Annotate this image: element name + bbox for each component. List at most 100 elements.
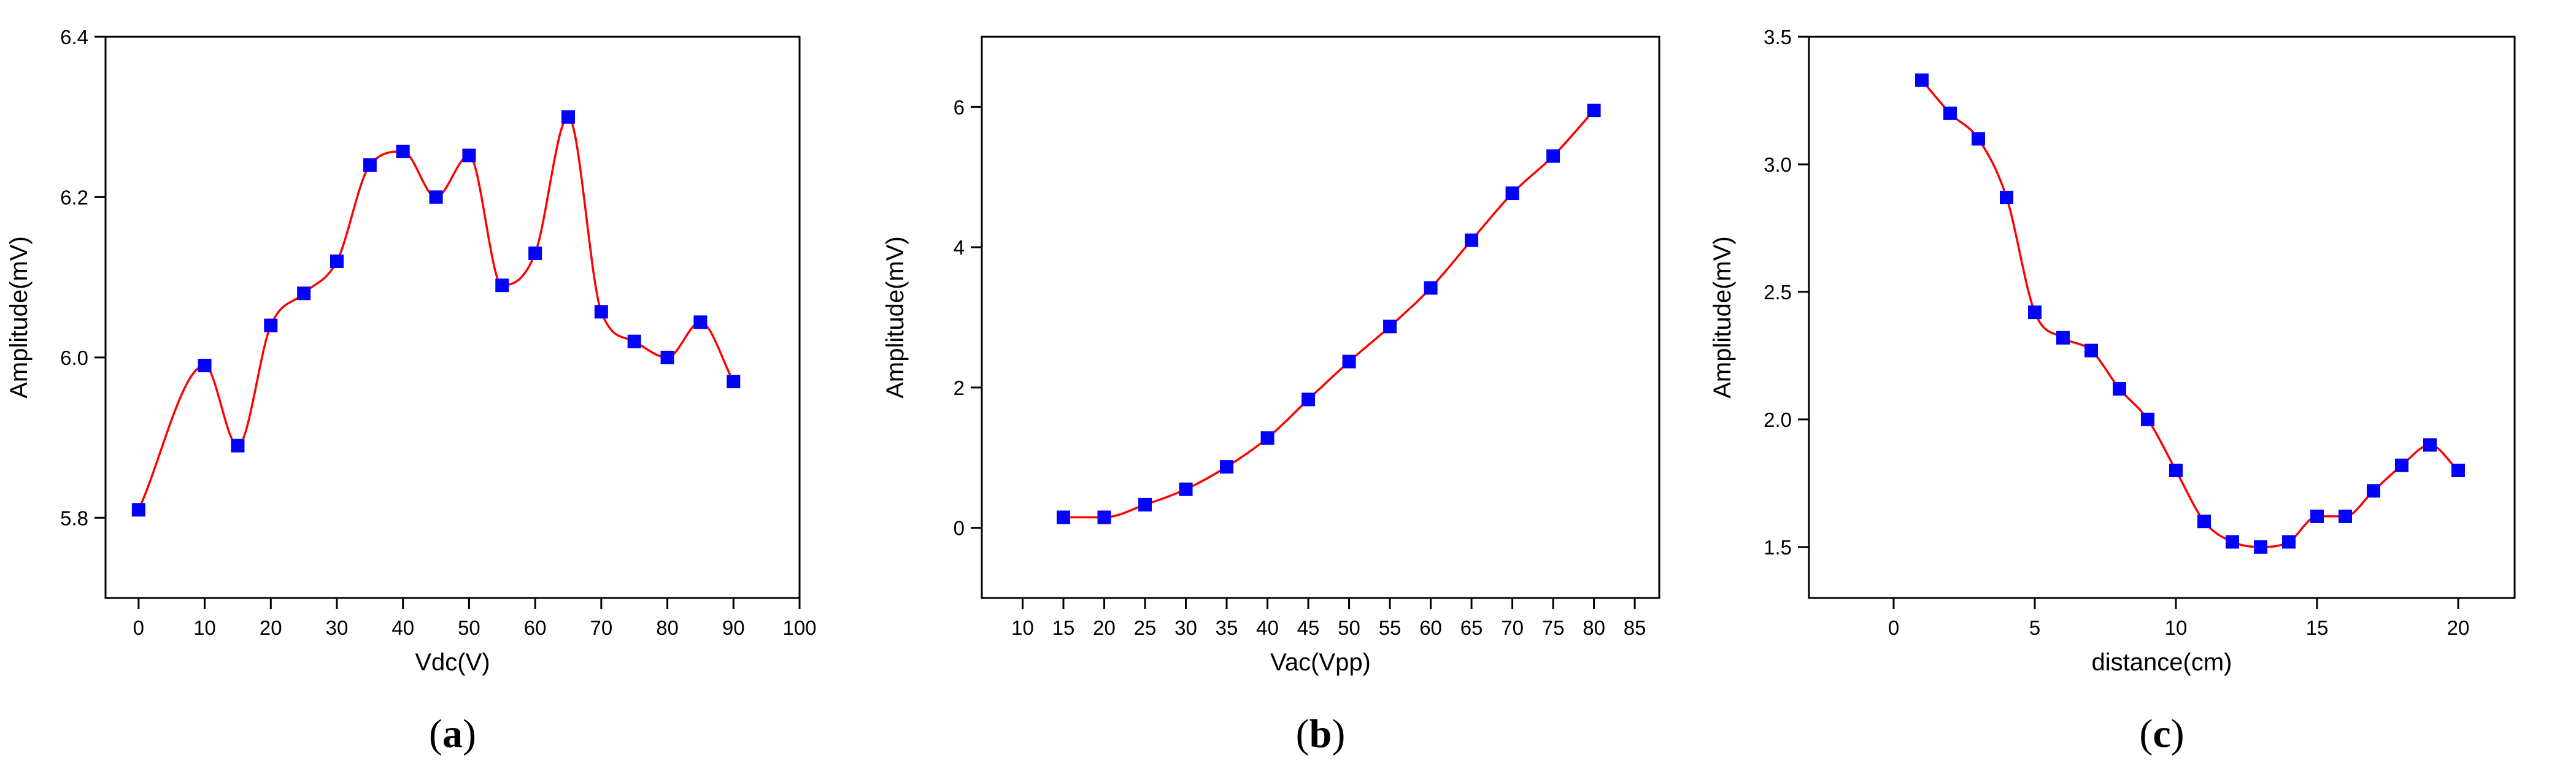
y-tick-label: 3.0 — [1764, 153, 1792, 176]
x-tick-label: 70 — [590, 616, 612, 639]
data-point — [1097, 510, 1111, 524]
data-point — [2310, 509, 2324, 523]
x-tick-label: 5 — [2029, 616, 2040, 639]
data-point — [1587, 104, 1601, 118]
y-tick-label: 6.4 — [60, 26, 88, 48]
panel-label: (a) — [429, 711, 476, 756]
data-point — [2028, 305, 2042, 320]
y-tick-label: 0 — [954, 517, 965, 540]
data-point — [1915, 73, 1929, 87]
data-point — [231, 439, 245, 453]
x-tick-label: 20 — [260, 616, 282, 639]
data-point — [1342, 354, 1356, 369]
data-point — [594, 305, 608, 319]
y-axis-title: Amplitude(mV) — [6, 236, 33, 399]
panel-label-close-paren: ) — [463, 711, 476, 756]
x-tick-label: 60 — [1419, 616, 1442, 639]
data-point — [1943, 106, 1957, 120]
data-point — [330, 255, 344, 268]
chart-panel-c: 0 5 10 15 20 1.5 2.0 2.5 3.0 3.5 distance(cm) Ampli… — [1709, 26, 2516, 756]
x-tick-label: 55 — [1379, 616, 1402, 639]
data-point — [1220, 460, 1234, 474]
data-point — [2113, 381, 2126, 396]
x-tick-label: 50 — [1338, 616, 1360, 639]
x-axis-title: distance(cm) — [2092, 649, 2232, 676]
y-tick-label: 6.2 — [60, 186, 88, 209]
panel-label-letter: c — [2153, 711, 2170, 756]
x-tick-label: 0 — [1888, 616, 1899, 639]
data-point — [396, 144, 410, 158]
data-point — [1424, 281, 1438, 295]
data-point — [429, 190, 443, 204]
data-point — [2395, 458, 2408, 472]
y-tick-label: 3.5 — [1764, 26, 1792, 48]
x-tick-label: 35 — [1216, 616, 1238, 639]
x-tick-label: 20 — [1093, 616, 1116, 639]
y-axis-title: Amplitude(mV) — [882, 236, 909, 399]
panel-label-close-paren: ) — [1332, 711, 1345, 756]
data-point — [1057, 510, 1071, 524]
panel-label-close-paren: ) — [2171, 711, 2185, 756]
data-point — [2169, 464, 2183, 478]
x-tick-label: 65 — [1460, 616, 1483, 639]
chart-panel-b: 10 15 20 25 30 35 40 45 50 55 60 65 70 75 80 85 0 2 4 6 Vac(… — [882, 36, 1660, 756]
data-point — [2339, 509, 2352, 523]
x-tick-label: 60 — [524, 616, 547, 639]
data-point — [1383, 320, 1397, 334]
x-axis-title: Vdc(V) — [415, 649, 490, 676]
y-axis-title: Amplitude(mV) — [1709, 236, 1736, 399]
series-line — [137, 115, 735, 510]
x-tick-label: 20 — [2447, 616, 2470, 639]
data-point — [462, 148, 476, 163]
panel-label: (b) — [1296, 711, 1346, 756]
data-point — [297, 286, 311, 301]
data-point — [2056, 331, 2070, 345]
data-point — [2000, 191, 2013, 205]
y-tick-label: 5.8 — [60, 507, 88, 529]
data-point — [1301, 393, 1316, 407]
data-point — [528, 246, 542, 260]
data-point — [198, 358, 212, 372]
y-tick-label: 6 — [954, 96, 965, 118]
data-point — [1972, 132, 1985, 146]
data-point — [727, 375, 741, 389]
data-point — [2282, 535, 2296, 549]
x-tick-label: 0 — [133, 616, 144, 639]
y-tick-label: 1.5 — [1764, 536, 1792, 559]
series-line — [1921, 79, 2459, 548]
data-point — [2423, 438, 2437, 452]
data-point — [2451, 464, 2465, 478]
plot-frame — [981, 36, 1660, 599]
series-line — [1063, 109, 1595, 519]
data-point — [1138, 497, 1152, 512]
data-point — [2197, 515, 2211, 529]
panel-label-letter: a — [442, 711, 463, 756]
panel-label-open-paren: ( — [1296, 711, 1309, 756]
x-tick-label: 15 — [2306, 616, 2329, 639]
x-tick-label: 40 — [1256, 616, 1279, 639]
data-point — [1505, 186, 1519, 201]
y-tick-label: 2 — [954, 377, 965, 399]
data-point — [1179, 482, 1193, 496]
x-tick-label: 100 — [782, 616, 816, 639]
data-point — [1260, 431, 1275, 445]
data-point — [561, 110, 575, 124]
panel-label-open-paren: ( — [2139, 711, 2153, 756]
x-axis-title: Vac(Vpp) — [1270, 649, 1371, 676]
x-tick-label: 25 — [1134, 616, 1157, 639]
data-point — [2141, 412, 2154, 426]
data-point — [2254, 540, 2267, 554]
x-tick-label: 90 — [722, 616, 745, 639]
data-point — [660, 350, 674, 364]
data-point — [2367, 484, 2380, 498]
panel-label-letter: b — [1309, 711, 1332, 756]
data-point — [693, 315, 708, 329]
x-tick-label: 80 — [1583, 616, 1605, 639]
y-tick-label: 2.5 — [1764, 281, 1792, 304]
plot-frame — [104, 36, 801, 599]
x-tick-label: 85 — [1624, 616, 1646, 639]
data-point — [264, 318, 278, 332]
x-tick-label: 45 — [1297, 616, 1320, 639]
x-tick-label: 50 — [458, 616, 480, 639]
